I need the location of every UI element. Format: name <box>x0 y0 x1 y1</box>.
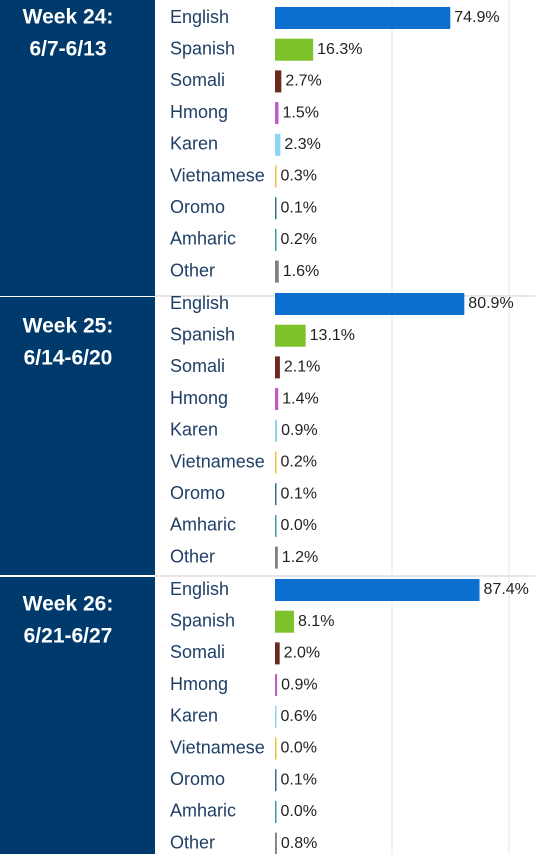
value-label: 0.2% <box>281 454 317 471</box>
value-label: 1.6% <box>283 263 319 280</box>
value-label: 2.0% <box>284 645 320 662</box>
category-label: Amharic <box>170 229 236 249</box>
bar <box>275 674 278 697</box>
category-label: Oromo <box>170 197 225 217</box>
bar <box>275 293 465 315</box>
value-label: 2.1% <box>284 359 320 376</box>
bar <box>275 38 314 61</box>
category-label: Somali <box>170 642 225 662</box>
bar <box>275 228 277 251</box>
category-label: English <box>170 293 229 313</box>
bar <box>275 388 279 411</box>
value-label: 1.4% <box>282 390 318 407</box>
category-label: Other <box>170 546 215 566</box>
category-label: Karen <box>170 134 218 154</box>
bar <box>275 70 282 93</box>
value-label: 13.1% <box>310 327 355 344</box>
category-label: Other <box>170 260 215 280</box>
category-label: Karen <box>170 420 218 440</box>
bar <box>275 451 277 474</box>
value-label: 0.3% <box>281 168 317 185</box>
category-label: Spanish <box>170 610 235 630</box>
panel-title: Week 26: <box>23 593 114 616</box>
value-label: 74.9% <box>454 9 499 26</box>
bar <box>275 324 306 347</box>
category-label: Hmong <box>170 388 228 408</box>
category-label: Vietnamese <box>170 451 265 471</box>
category-label: Amharic <box>170 801 236 821</box>
panel-subtitle: 6/14-6/20 <box>24 347 113 370</box>
category-label: English <box>170 7 229 27</box>
category-label: Somali <box>170 70 225 90</box>
bar <box>275 737 277 760</box>
category-label: Vietnamese <box>170 165 265 185</box>
bar <box>275 546 278 569</box>
value-label: 0.1% <box>281 771 317 788</box>
bar <box>275 102 279 125</box>
panel-subtitle: 6/7-6/13 <box>29 38 106 61</box>
panel-subtitle: 6/21-6/27 <box>24 625 113 648</box>
category-label: Somali <box>170 356 225 376</box>
category-label: Oromo <box>170 483 225 503</box>
category-label: Hmong <box>170 674 228 694</box>
panel-title: Week 25: <box>23 315 114 338</box>
value-label: 2.7% <box>285 73 321 90</box>
bar <box>275 769 277 792</box>
value-label: 0.1% <box>281 199 317 216</box>
value-label: 8.1% <box>298 613 334 630</box>
category-label: Amharic <box>170 515 236 535</box>
category-label: English <box>170 579 229 599</box>
value-label: 0.0% <box>281 740 317 757</box>
bar <box>275 419 278 442</box>
category-label: Hmong <box>170 102 228 122</box>
bar <box>275 7 451 29</box>
bar <box>275 483 277 506</box>
bar <box>275 832 277 855</box>
bar <box>275 800 277 823</box>
value-label: 0.8% <box>281 835 317 852</box>
value-label: 87.4% <box>484 581 529 598</box>
category-label: Other <box>170 832 215 852</box>
category-label: Vietnamese <box>170 737 265 757</box>
bar <box>275 642 280 665</box>
bar <box>275 514 277 537</box>
bar <box>275 260 279 283</box>
bar <box>275 197 277 220</box>
category-label: Karen <box>170 706 218 726</box>
value-label: 0.9% <box>281 676 317 693</box>
bar <box>275 579 480 601</box>
value-label: 0.2% <box>281 231 317 248</box>
category-label: Oromo <box>170 769 225 789</box>
bar <box>275 165 277 188</box>
value-label: 0.9% <box>281 422 317 439</box>
value-label: 0.0% <box>281 803 317 820</box>
category-label: Spanish <box>170 38 235 58</box>
category-label: Spanish <box>170 324 235 344</box>
bar <box>275 705 277 728</box>
value-label: 1.2% <box>282 549 318 566</box>
bar <box>275 133 281 156</box>
value-label: 2.3% <box>284 136 320 153</box>
panel-header-bg <box>0 577 155 854</box>
value-label: 1.5% <box>283 104 319 121</box>
bar <box>275 356 280 379</box>
panel-title: Week 24: <box>23 6 114 29</box>
panel-header-bg <box>0 0 155 296</box>
value-label: 80.9% <box>468 295 513 312</box>
bar <box>275 610 294 633</box>
value-label: 16.3% <box>317 41 362 58</box>
value-label: 0.1% <box>281 485 317 502</box>
value-label: 0.6% <box>281 708 317 725</box>
value-label: 0.0% <box>281 517 317 534</box>
panel-header-bg <box>0 297 155 575</box>
